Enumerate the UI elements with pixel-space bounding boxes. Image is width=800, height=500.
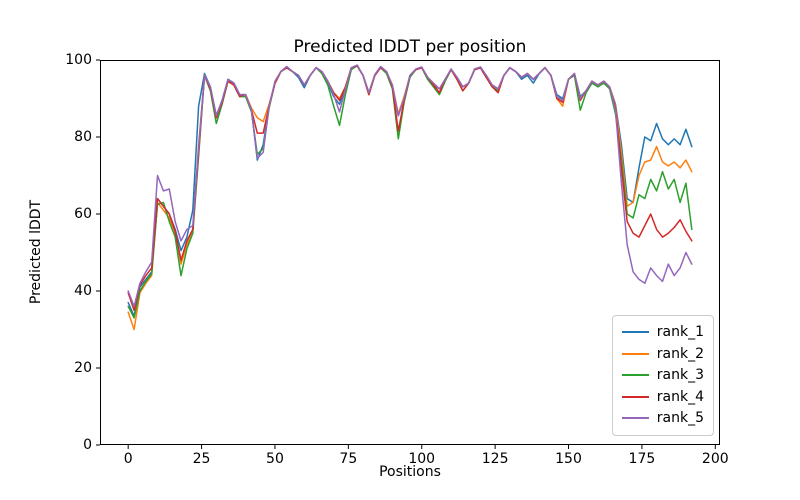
- x-tick-label: 200: [701, 451, 729, 467]
- series-line-rank_4: [127, 65, 693, 312]
- x-tick-label: 50: [266, 451, 284, 467]
- x-tick-label: 125: [481, 451, 509, 467]
- legend-line-swatch: [621, 331, 649, 334]
- y-tick-label: 100: [65, 52, 92, 68]
- x-tick-label: 0: [123, 451, 133, 467]
- legend-line-swatch: [621, 417, 649, 420]
- legend-item-rank_5: rank_5: [621, 408, 704, 430]
- x-tick-label: 75: [339, 451, 358, 467]
- y-tick-label: 80: [74, 129, 92, 145]
- y-tick-label: 40: [74, 283, 92, 299]
- x-tick-label: 100: [408, 451, 436, 467]
- axes-frame: [100, 60, 720, 445]
- legend: rank_1 rank_2 rank_3 rank_4 rank_5: [611, 314, 714, 436]
- legend-item-rank_2: rank_2: [621, 343, 704, 365]
- y-tick-label: 0: [83, 437, 92, 453]
- legend-line-swatch: [621, 352, 649, 355]
- legend-label: rank_2: [656, 345, 704, 362]
- x-tick-label: 175: [628, 451, 656, 467]
- legend-item-rank_3: rank_3: [621, 365, 704, 387]
- legend-label: rank_4: [656, 388, 704, 405]
- legend-label: rank_1: [656, 324, 704, 341]
- legend-label: rank_3: [656, 367, 704, 384]
- chart-title: Predicted lDDT per position: [293, 37, 527, 57]
- y-tick-label: 20: [74, 360, 92, 376]
- legend-item-rank_4: rank_4: [621, 386, 704, 408]
- legend-item-rank_1: rank_1: [621, 322, 704, 344]
- y-tick-label: 60: [74, 206, 92, 222]
- x-tick-label: 150: [555, 451, 582, 467]
- series-line-rank_5: [127, 64, 693, 308]
- legend-line-swatch: [621, 395, 649, 398]
- legend-label: rank_5: [656, 410, 704, 427]
- legend-line-swatch: [621, 374, 649, 377]
- x-axis-label: Positions: [379, 464, 441, 480]
- x-tick-label: 25: [192, 451, 211, 467]
